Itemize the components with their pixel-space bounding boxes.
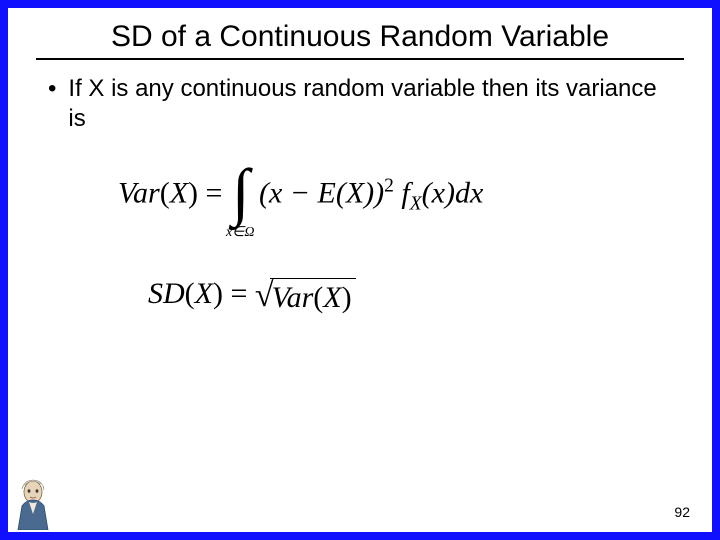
portrait-icon — [10, 474, 56, 530]
page-number: 92 — [674, 504, 690, 520]
slide-frame: SD of a Continuous Random Variable • If … — [0, 0, 720, 540]
paren-open-2: ( — [185, 277, 195, 310]
bullet-block: • If X is any continuous random variable… — [48, 74, 672, 134]
paren-open: ( — [160, 176, 170, 209]
bullet-item: • If X is any continuous random variable… — [48, 74, 672, 134]
integral: ∫ x∈Ω — [232, 168, 250, 223]
density-sub: X — [410, 193, 422, 214]
integrand-exp: 2 — [384, 175, 394, 196]
title-underline — [36, 58, 684, 60]
bullet-marker: • — [48, 74, 56, 104]
sqrt-symbol: √ — [255, 279, 274, 316]
sqrt-body: Var(X) — [270, 278, 356, 315]
sqrt-paren-open: ( — [313, 281, 323, 314]
slide-title: SD of a Continuous Random Variable — [8, 20, 712, 54]
paren-close: ) — [188, 176, 198, 209]
sqrt-fn: Var — [272, 281, 314, 314]
integral-lower-bound: x∈Ω — [226, 224, 255, 241]
variance-formula: Var(X) = ∫ x∈Ω (x − E(X))2 fX(x)dx — [118, 168, 712, 223]
sd-lhs: SD — [148, 277, 185, 310]
equals: = — [206, 176, 230, 209]
var-arg: X — [170, 176, 188, 209]
sd-arg: X — [195, 277, 213, 310]
var-lhs: Var — [118, 176, 160, 209]
sqrt-arg: X — [323, 281, 341, 314]
integrand-paren: (x − E(X)) — [259, 176, 384, 209]
bullet-text: If X is any continuous random variable t… — [68, 74, 672, 134]
sqrt: √ Var(X) — [255, 278, 356, 315]
density-f: f — [401, 176, 409, 209]
density-arg: (x)dx — [422, 176, 484, 209]
sd-formula: SD(X) = √ Var(X) — [148, 277, 712, 315]
sqrt-paren-close: ) — [342, 281, 352, 314]
equals-2: = — [231, 277, 255, 310]
integral-symbol: ∫ — [232, 166, 250, 217]
paren-close-2: ) — [213, 277, 223, 310]
